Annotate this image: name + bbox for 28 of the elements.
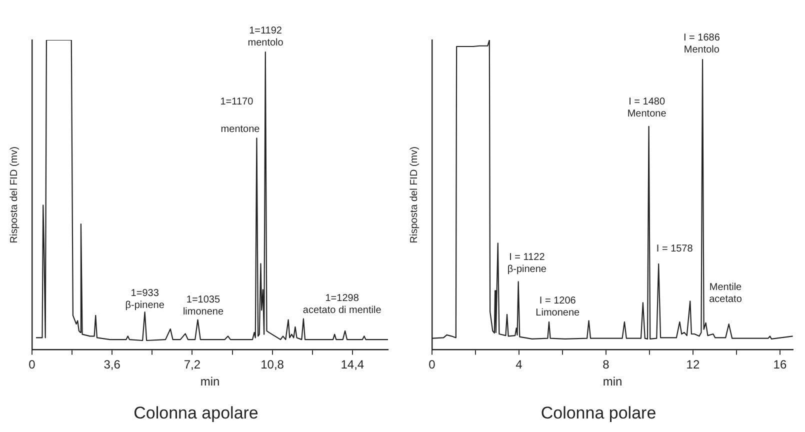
x-tick-label: 0 bbox=[28, 357, 36, 372]
x-tick-label: 3,6 bbox=[104, 357, 121, 372]
text: Colonna apolare bbox=[134, 403, 258, 422]
x-tick-label: 16 bbox=[773, 357, 787, 372]
x-tick-label: 7,2 bbox=[184, 357, 201, 372]
annotation: 1=1192 mentolo bbox=[248, 25, 284, 48]
x-tick-label: 14,4 bbox=[340, 357, 364, 372]
annotation: I = 1480 Mentone bbox=[627, 96, 667, 120]
x-tick-label: 4 bbox=[516, 357, 523, 372]
annotation: Mentile acetato bbox=[709, 282, 742, 306]
annotation: 1=1298 acetato di mentile bbox=[302, 293, 382, 316]
annotation: 1=1035 limonene bbox=[182, 294, 224, 318]
annotation: I = 1122 β-pinene bbox=[507, 252, 547, 275]
annotation: I = 1206 Limonene bbox=[536, 295, 580, 318]
annotation: I = 1578 bbox=[656, 244, 694, 255]
x-tick-label: 12 bbox=[686, 357, 700, 372]
x-axis-title: min bbox=[602, 374, 622, 389]
x-tick-label: 8 bbox=[602, 357, 610, 372]
annotation: mentone bbox=[220, 124, 260, 136]
x-tick-label: 0 bbox=[428, 357, 436, 372]
x-axis-title: min bbox=[200, 374, 220, 389]
annotation: I = 1686 Mentolo bbox=[683, 32, 720, 56]
annotation: 1=1170 bbox=[220, 96, 254, 108]
y-axis-title: Risposta del FID (mv) bbox=[408, 146, 420, 244]
x-tick-label: 10,8 bbox=[260, 357, 284, 372]
text: Colonna polare bbox=[540, 403, 656, 422]
annotation: 1=933 β-pinene bbox=[125, 288, 165, 311]
y-axis-title: Risposta del FID (mv) bbox=[8, 146, 20, 244]
